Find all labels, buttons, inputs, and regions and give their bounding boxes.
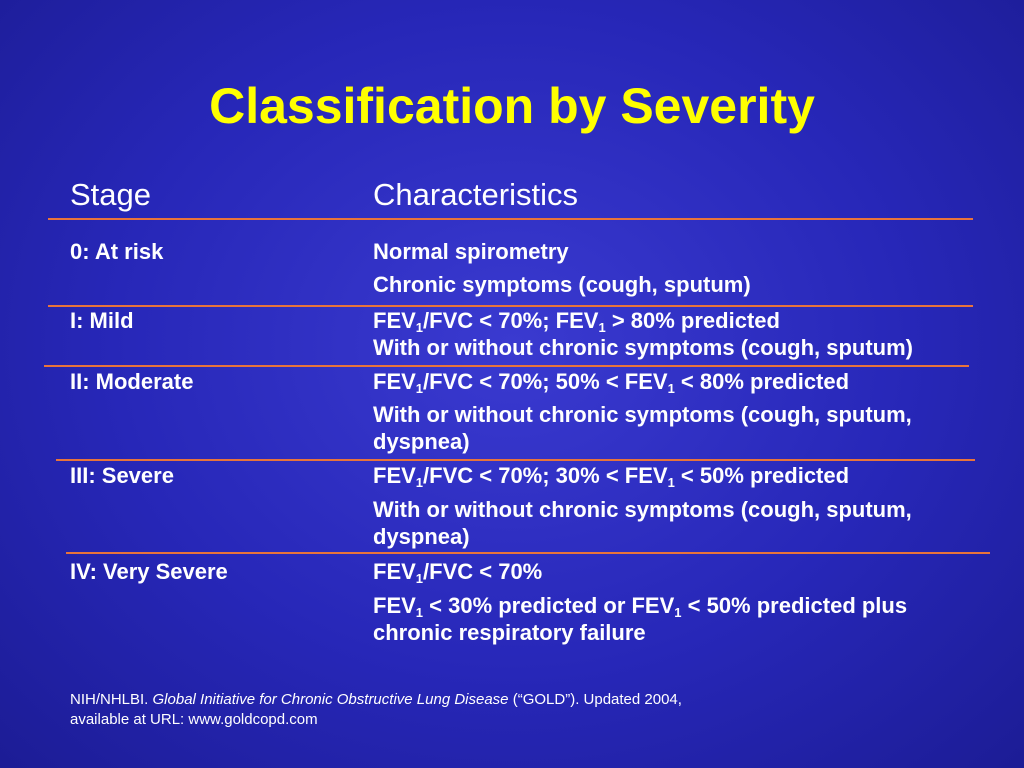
row-divider (48, 305, 973, 307)
stage-3-line-3: dyspnea) (373, 524, 470, 549)
stage-0-line-2: Chronic symptoms (cough, sputum) (373, 272, 751, 297)
stage-4-label: IV: Very Severe (70, 559, 228, 584)
stage-1-fev-line: FEV1/FVC < 70%; FEV1 > 80% predicted (373, 308, 780, 335)
stage-2-label: II: Moderate (70, 369, 194, 394)
stage-0-label: 0: At risk (70, 239, 164, 264)
stage-4-line-3: chronic respiratory failure (373, 620, 646, 645)
stage-2-fev-line: FEV1/FVC < 70%; 50% < FEV1 < 80% predict… (373, 369, 850, 396)
stage-3-fev-line: FEV1/FVC < 70%; 30% < FEV1 < 50% predict… (373, 463, 850, 490)
header-divider (48, 218, 973, 220)
stage-3-label: III: Severe (70, 463, 174, 488)
stage-4-fev-line: FEV1/FVC < 70% (373, 559, 543, 586)
stage-1-label: I: Mild (70, 308, 134, 333)
row-divider (56, 459, 975, 461)
citation-line-2: available at URL: www.goldcopd.com (70, 711, 318, 728)
stage-2-line-2: With or without chronic symptoms (cough,… (373, 402, 912, 427)
stage-3-line-2: With or without chronic symptoms (cough,… (373, 497, 912, 522)
citation-footnote: NIH/NHLBI. Global Initiative for Chronic… (70, 690, 682, 730)
citation-line-1: NIH/NHLBI. Global Initiative for Chronic… (70, 691, 682, 708)
stage-2-line-3: dyspnea) (373, 429, 470, 454)
header-stage: Stage (70, 177, 152, 212)
stage-0-line-1: Normal spirometry (373, 239, 569, 264)
stage-1-line-2: With or without chronic symptoms (cough,… (373, 335, 913, 360)
slide-title: Classification by Severity (209, 78, 815, 134)
row-divider (66, 552, 990, 554)
row-divider (44, 365, 969, 367)
header-characteristics: Characteristics (373, 177, 578, 212)
stage-4-line-2: FEV1 < 30% predicted or FEV1 < 50% predi… (373, 593, 908, 620)
